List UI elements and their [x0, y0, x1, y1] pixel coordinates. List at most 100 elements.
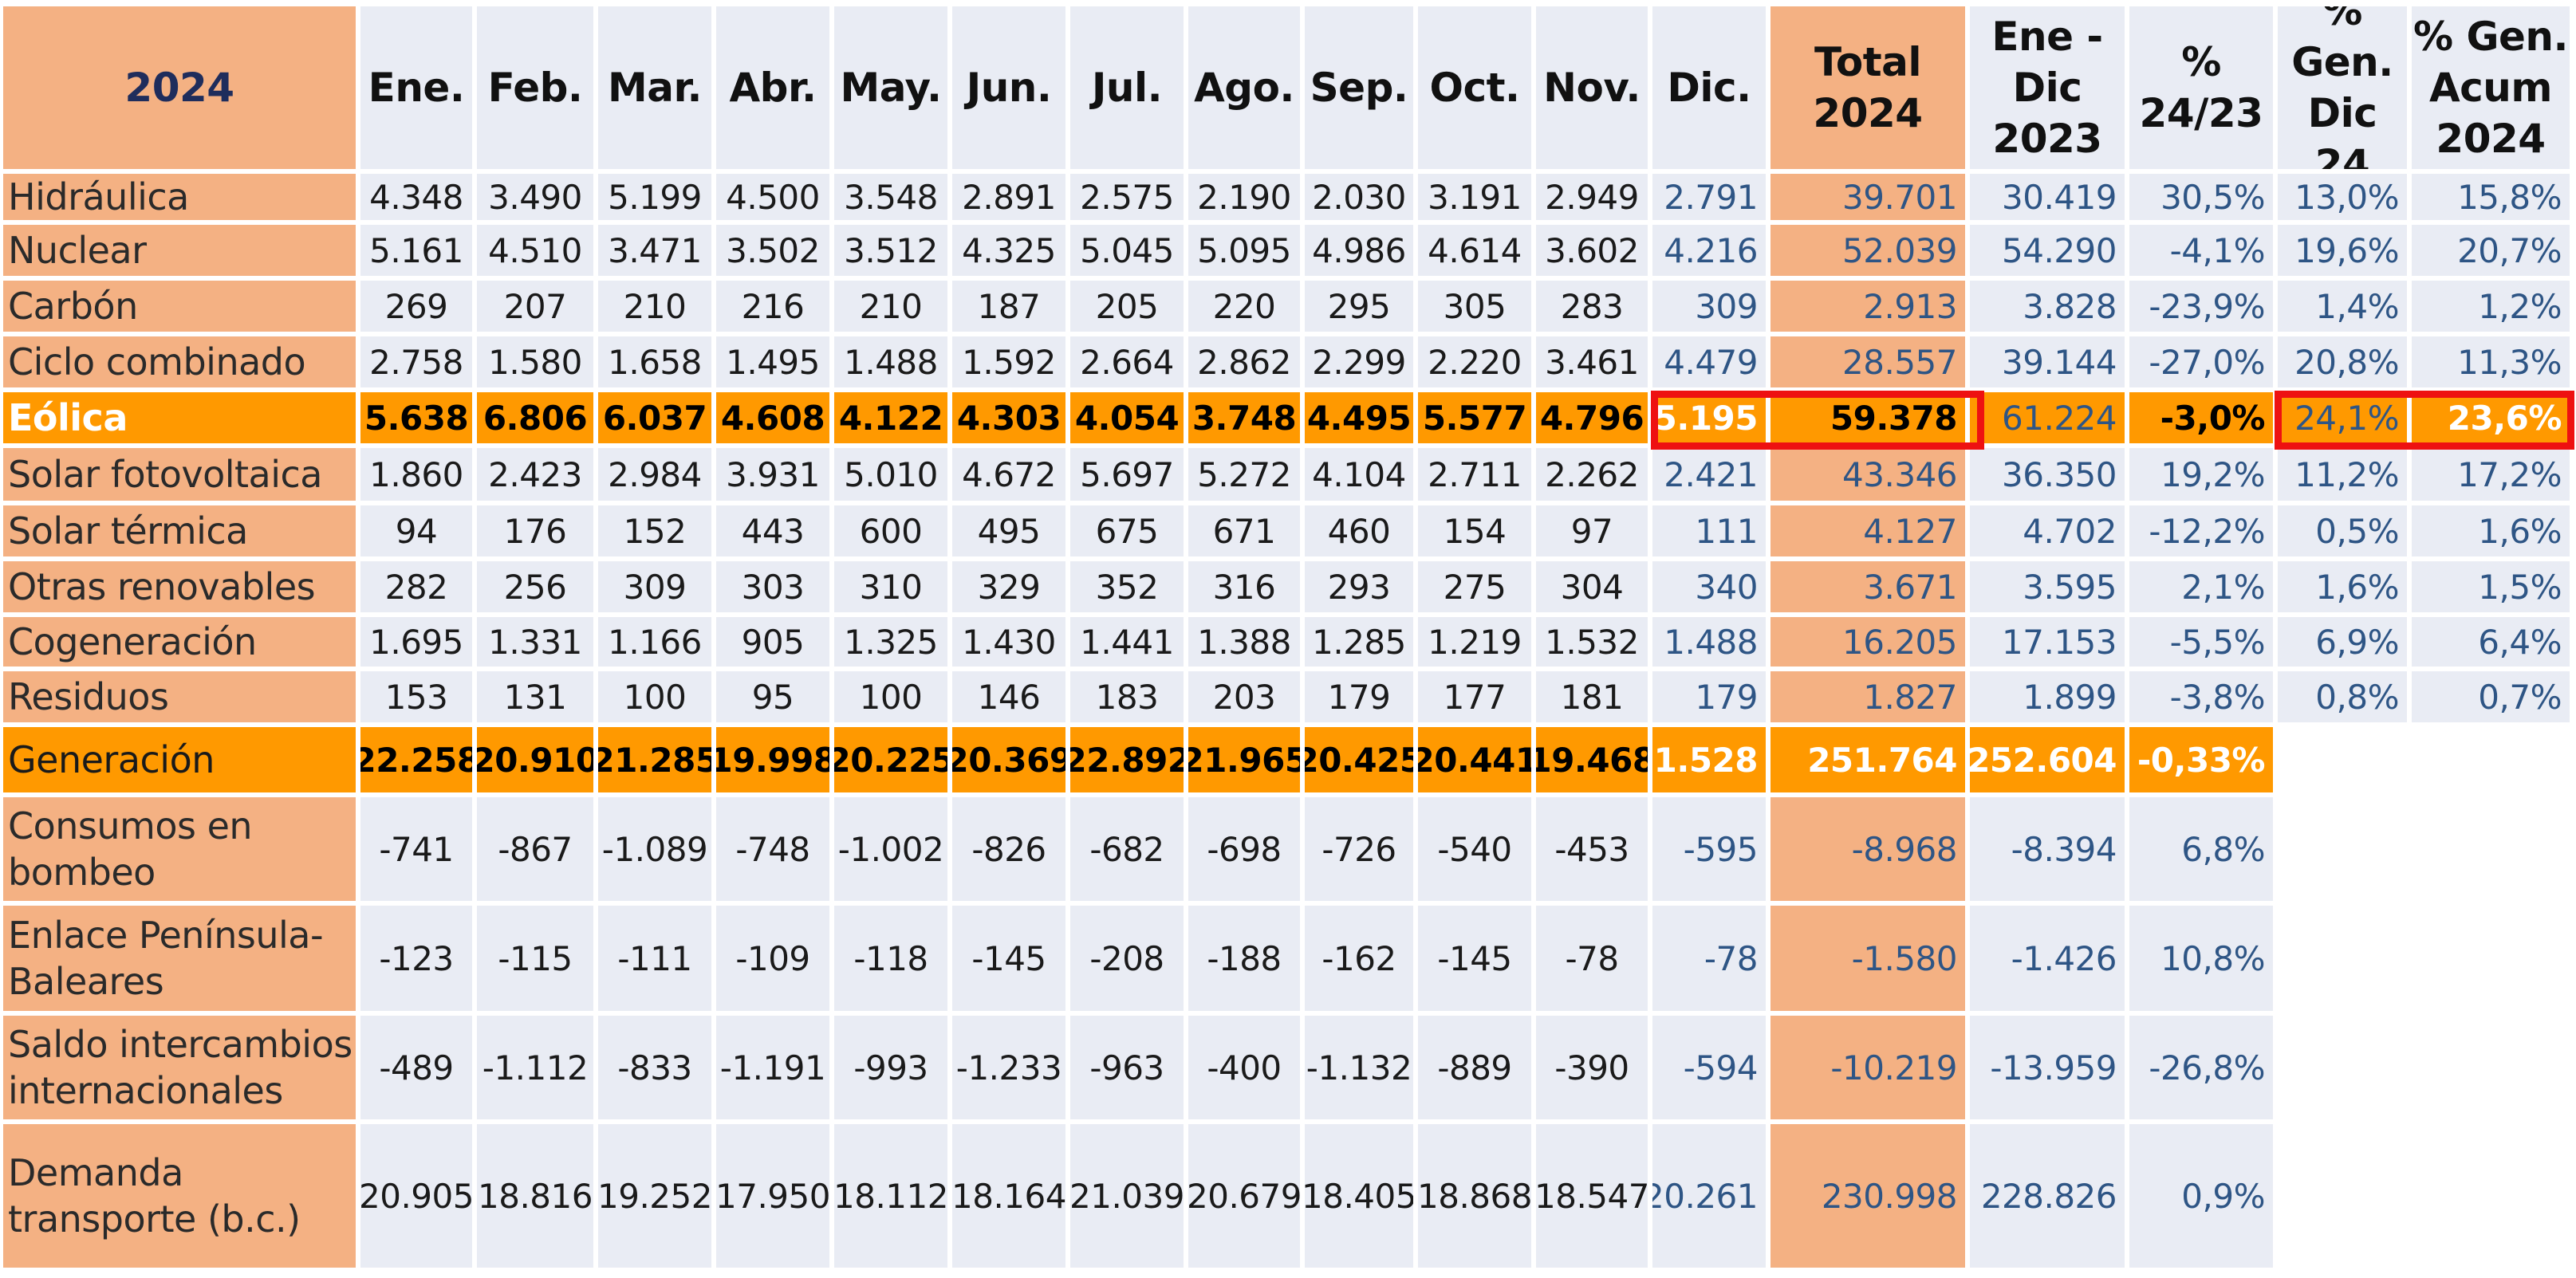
- month-value: 305: [1418, 281, 1531, 332]
- month-value: 146: [952, 671, 1065, 722]
- gen-share-cumulative-value: 1,6%: [2412, 505, 2570, 556]
- month-value: 3.602: [1536, 225, 1648, 276]
- month-value: 22.258: [360, 727, 472, 792]
- row-label: Carbón: [3, 281, 356, 332]
- month-value: 1.441: [1070, 617, 1184, 667]
- month-value: -726: [1305, 797, 1413, 901]
- month-value: 20.441: [1418, 727, 1531, 792]
- month-value: -390: [1536, 1016, 1648, 1119]
- row-label: Hidráulica: [3, 174, 356, 220]
- month-value: 2.299: [1305, 336, 1413, 387]
- month-value: -826: [952, 797, 1065, 901]
- month-value: 352: [1070, 561, 1184, 612]
- total-2024-value: 1.827: [1771, 671, 1965, 722]
- month-value: 304: [1536, 561, 1648, 612]
- month-value: -115: [477, 906, 593, 1011]
- month-value: 6.037: [598, 392, 711, 443]
- month-value: 303: [716, 561, 829, 612]
- month-value: 3.502: [716, 225, 829, 276]
- month-value: -162: [1305, 906, 1413, 1011]
- total-2024-value: 251.764: [1771, 727, 1965, 792]
- column-header: Feb.: [477, 6, 593, 169]
- gen-share-cumulative-value: 23,6%: [2412, 392, 2570, 443]
- row-label: Consumos en bombeo: [3, 797, 356, 901]
- month-value: 4.348: [360, 174, 472, 220]
- month-value: 5.161: [360, 225, 472, 276]
- month-value: -208: [1070, 906, 1184, 1011]
- month-value: -741: [360, 797, 472, 901]
- month-value: -867: [477, 797, 593, 901]
- column-header: Ene - Dic 2023: [1970, 6, 2125, 169]
- month-value: 2.984: [598, 448, 711, 501]
- variation-value: -27,0%: [2129, 336, 2273, 387]
- gen-share-cumulative-value: 15,8%: [2412, 174, 2570, 220]
- total-2024-value: 2.913: [1771, 281, 1965, 332]
- month-value: 4.500: [716, 174, 829, 220]
- total-2024-value: 3.671: [1771, 561, 1965, 612]
- total-2023-value: 3.828: [1970, 281, 2125, 332]
- month-value: 4.510: [477, 225, 593, 276]
- month-value: 97: [1536, 505, 1648, 556]
- month-value: 275: [1418, 561, 1531, 612]
- month-value: 1.325: [834, 617, 947, 667]
- month-value: -400: [1188, 1016, 1300, 1119]
- variation-value: 2,1%: [2129, 561, 2273, 612]
- month-value: 20.369: [952, 727, 1065, 792]
- month-value: 5.095: [1188, 225, 1300, 276]
- variation-value: -4,1%: [2129, 225, 2273, 276]
- month-value: 1.285: [1305, 617, 1413, 667]
- total-2024-value: 4.127: [1771, 505, 1965, 556]
- month-value: -1.191: [716, 1016, 829, 1119]
- variation-value: -3,0%: [2129, 392, 2273, 443]
- month-value: 2.862: [1188, 336, 1300, 387]
- month-value: 293: [1305, 561, 1413, 612]
- gen-share-cumulative-value: 0,7%: [2412, 671, 2570, 722]
- month-value: 4.495: [1305, 392, 1413, 443]
- month-value: 100: [598, 671, 711, 722]
- month-value: 210: [598, 281, 711, 332]
- month-value: 2.711: [1418, 448, 1531, 501]
- month-value: 95: [716, 671, 829, 722]
- variation-value: -26,8%: [2129, 1016, 2273, 1119]
- gen-share-cumulative-value: 11,3%: [2412, 336, 2570, 387]
- column-header: Jul.: [1070, 6, 1184, 169]
- gen-share-dec-value: 24,1%: [2278, 392, 2407, 443]
- month-value: 2.030: [1305, 174, 1413, 220]
- month-value: 4.672: [952, 448, 1065, 501]
- month-value: 6.806: [477, 392, 593, 443]
- total-2024-value: 52.039: [1771, 225, 1965, 276]
- month-value: 1.592: [952, 336, 1065, 387]
- month-value: 20.679: [1188, 1124, 1300, 1268]
- column-header: Dic.: [1652, 6, 1766, 169]
- month-value: 2.891: [952, 174, 1065, 220]
- month-value: 20.910: [477, 727, 593, 792]
- month-value: 1.495: [716, 336, 829, 387]
- month-value: 216: [716, 281, 829, 332]
- total-2023-value: 228.826: [1970, 1124, 2125, 1268]
- month-value: 5.045: [1070, 225, 1184, 276]
- month-value: 295: [1305, 281, 1413, 332]
- total-2023-value: -1.426: [1970, 906, 2125, 1011]
- month-value: 4.796: [1536, 392, 1648, 443]
- total-2023-value: 252.604: [1970, 727, 2125, 792]
- month-value: -748: [716, 797, 829, 901]
- month-value: 18.816: [477, 1124, 593, 1268]
- month-value: 1.488: [834, 336, 947, 387]
- month-value: 131: [477, 671, 593, 722]
- variation-value: 30,5%: [2129, 174, 2273, 220]
- month-value: 316: [1188, 561, 1300, 612]
- december-value: 21.528: [1652, 727, 1766, 792]
- december-value: 20.261: [1652, 1124, 1766, 1268]
- month-value: 153: [360, 671, 472, 722]
- total-2023-value: 39.144: [1970, 336, 2125, 387]
- total-2023-value: 3.595: [1970, 561, 2125, 612]
- row-label: Eólica: [3, 392, 356, 443]
- month-value: 1.430: [952, 617, 1065, 667]
- month-value: 329: [952, 561, 1065, 612]
- month-value: 1.860: [360, 448, 472, 501]
- month-value: -833: [598, 1016, 711, 1119]
- month-value: 19.468: [1536, 727, 1648, 792]
- variation-value: 10,8%: [2129, 906, 2273, 1011]
- december-value: 340: [1652, 561, 1766, 612]
- month-value: 2.262: [1536, 448, 1648, 501]
